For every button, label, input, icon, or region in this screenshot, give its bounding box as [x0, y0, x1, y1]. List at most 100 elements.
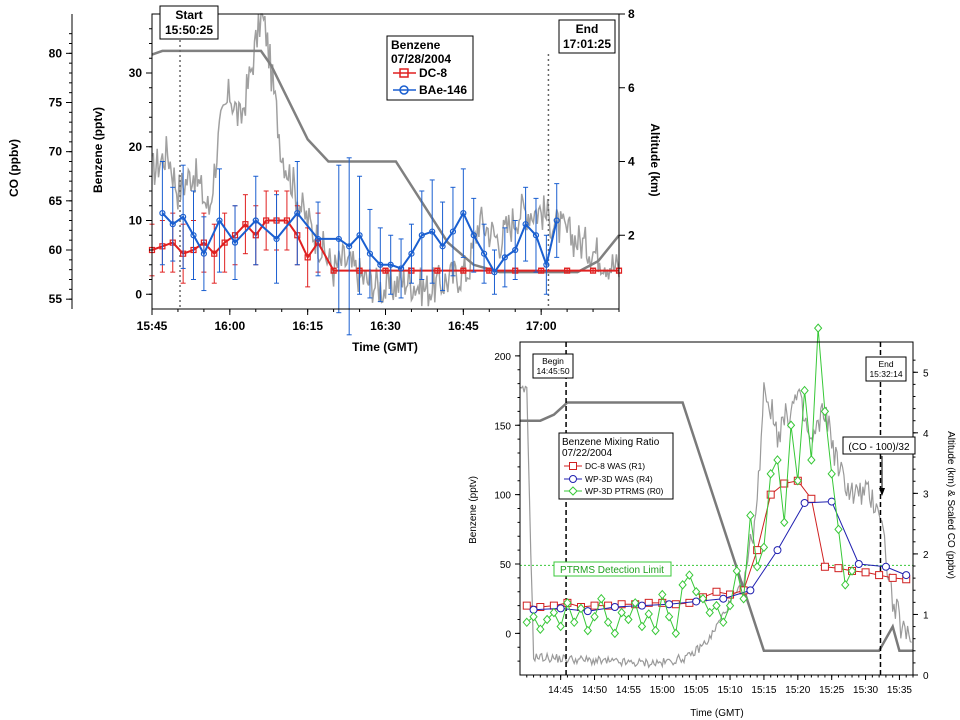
chart-2-wp3d-ptrms-point	[739, 593, 748, 604]
chart-1-bae146-point	[470, 232, 477, 239]
chart-1-bae146-point	[491, 269, 498, 276]
chart-2-wp3d-ptrms-point	[590, 611, 599, 622]
chart-1-bae146-point	[418, 232, 425, 239]
chart-2-wp3d-ptrms-point	[617, 607, 626, 618]
chart-1-dc8-point	[564, 267, 571, 274]
chart-2-wp3d-ptrms-point	[698, 593, 708, 604]
chart-1-bae146-point	[460, 210, 467, 217]
chart-2-wp3d-ptrms-point	[766, 469, 775, 479]
chart-2-dc8-was-point	[753, 546, 762, 555]
chart-2-wp3d-ptrms-point	[529, 611, 538, 622]
chart-2-wp3d-ptrms-point	[570, 617, 579, 628]
chart-1-dc8-point	[304, 254, 311, 261]
chart-2-wp3d-ptrms-point	[827, 469, 836, 479]
chart-1-bae146-point	[159, 210, 166, 217]
chart-1-bae146-point	[200, 250, 207, 257]
chart-2-end-title: End	[878, 359, 893, 369]
chart-2-wp3d-ptrms-point	[786, 420, 796, 431]
chart-1-benzene-tick-label: 10	[129, 214, 143, 228]
chart-1-dc8-point	[434, 267, 441, 274]
chart-2-x-axis-label: Time (GMT)	[690, 708, 744, 719]
chart-2-axes: 14:45 14:50 14:55 15:00 15:05 15:10 15:15 15:20…	[494, 352, 929, 696]
chart-1-bae146-point	[387, 261, 394, 268]
chart-2-wp3d-ptrms-point	[603, 617, 613, 628]
chart-1-dc8-point	[589, 267, 597, 274]
chart-2-wp3d-ptrms-point	[773, 455, 782, 465]
chart-1-end-box	[558, 19, 616, 54]
chart-1-legend-dc8-marker	[399, 68, 409, 78]
chart-1-bae146-point	[273, 235, 280, 243]
chart-2-begin-title: Begin	[542, 356, 564, 366]
chart-2-dc8-was-point	[820, 562, 829, 571]
chart-1-start-box	[159, 5, 219, 40]
chart-2-wp3d-ptrms-point	[624, 614, 633, 625]
chart-1-bae146-point	[397, 265, 405, 272]
chart-2-dc8-was-point	[644, 598, 653, 607]
chart-1-co-tick-label: 70	[49, 145, 63, 159]
chart-1-benzene-tick-label: 0	[135, 287, 142, 301]
chart-2-wp3d-was-point	[854, 560, 863, 568]
chart-2-dc8-was-point	[888, 573, 897, 582]
chart-1-bae146-point	[169, 221, 176, 228]
chart-1-start-time: 15:50:25	[165, 23, 213, 37]
chart-2-co-label-box	[842, 436, 916, 455]
chart-2-alt-tick-label: 5	[923, 368, 929, 379]
chart-2-co-label: (CO - 100)/32	[848, 442, 910, 453]
chart-2-dc8-was-point	[536, 603, 545, 612]
chart-2-dc8-was-point	[590, 601, 599, 610]
chart-1-co-axis-label: CO (ppbv)	[7, 139, 21, 197]
chart-1-end-time: 17:01:25	[563, 37, 611, 51]
chart-1-bae146-point	[480, 250, 488, 257]
chart-2-alt-tick-label: 2	[923, 550, 929, 561]
chart-2-y-tick-label: 150	[494, 421, 511, 432]
chart-2-wp3d-was-point	[800, 498, 809, 507]
chart-2-wp3d-ptrms-point	[813, 323, 823, 333]
chart-2-wp3d-ptrms-point	[549, 607, 559, 618]
chart-1-bae146-point	[252, 217, 259, 224]
chart-1-x-tick-label: 16:45	[448, 319, 479, 333]
chart-2-series	[522, 323, 911, 639]
chart-1-x-tick-label: 15:45	[137, 319, 168, 333]
chart-2-dc8-was-point	[726, 590, 735, 599]
chart-1-series	[148, 157, 623, 336]
chart-1-bae146-point	[294, 210, 301, 217]
chart-1-benzene-tick-label: 30	[129, 66, 143, 80]
chart-1-co-tick-label: 55	[49, 292, 63, 306]
chart-1-co-tick-label: 65	[49, 194, 63, 208]
chart-2-wp3d-was-point	[665, 600, 674, 609]
chart-2-y-tick-label: 0	[505, 629, 511, 640]
chart-2-wp3d-was-point	[902, 571, 911, 580]
chart-2-wp3d-ptrms-point	[800, 385, 809, 396]
chart-1-dc8-point	[460, 267, 467, 274]
chart-2-legend-dc8-marker	[569, 462, 577, 470]
chart-1-axes: 15:45 16:00 16:15 16:30 16:45 17:00 0 10 20 30 2 4 6…	[49, 7, 635, 333]
chart-1-background-traces	[151, 13, 620, 309]
chart-2-dc8-was-point	[861, 568, 870, 577]
chart-1-bae146-point	[501, 254, 508, 261]
chart-1-co-tick-label: 75	[49, 96, 63, 110]
chart-2-detection-label: PTRMS Detection Limit	[560, 565, 664, 576]
chart-2-wp3d-ptrms-point	[780, 517, 789, 528]
chart-2-y-tick-label: 50	[500, 560, 512, 571]
chart-1-bae146-point	[543, 261, 550, 268]
chart-1-bae146-point	[553, 217, 560, 224]
chart-2: 14:45 14:50 14:55 15:00 15:05 15:10 15:15 15:20…	[468, 323, 956, 719]
chart-1-altitude-tick-label: 2	[628, 228, 635, 242]
chart-2-wp3d-ptrms-point	[671, 628, 681, 639]
chart-1-bae146-point	[377, 261, 384, 268]
chart-2-legend-ptrms-label: WP-3D PTRMS (R0)	[585, 486, 664, 496]
chart-1-bae146-point	[408, 250, 415, 257]
chart-1-co-tick-label: 60	[49, 243, 63, 257]
chart-1-start-title: Start	[175, 8, 202, 22]
chart-1-dc8-point	[382, 267, 389, 274]
chart-2-wp3d-ptrms-point	[536, 624, 545, 634]
chart-2-wp3d-was-point	[610, 603, 619, 612]
chart-1-legend-bae-marker	[399, 85, 409, 95]
chart-2-dc8-was-point	[834, 564, 843, 573]
chart-1-bae146-point	[190, 232, 197, 239]
chart-2-wp3d-ptrms-point	[732, 566, 741, 576]
chart-2-legend-wp3d-was-label: WP-3D WAS (R4)	[585, 474, 653, 484]
chart-2-wp3d-ptrms-point	[610, 628, 620, 639]
chart-1-legend-date: 07/28/2004	[391, 52, 451, 66]
chart-2-x-tick-label: 15:25	[819, 685, 844, 696]
